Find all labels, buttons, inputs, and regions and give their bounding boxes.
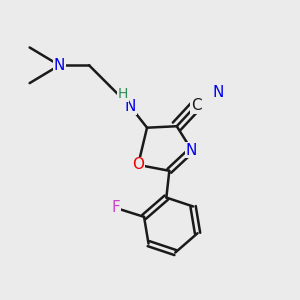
Text: N: N — [125, 99, 136, 114]
Text: N: N — [213, 85, 224, 100]
Text: H: H — [118, 87, 128, 101]
Text: C: C — [191, 98, 201, 113]
Text: O: O — [132, 158, 144, 172]
Text: N: N — [54, 58, 65, 73]
Text: N: N — [186, 142, 197, 158]
Text: F: F — [111, 200, 120, 215]
